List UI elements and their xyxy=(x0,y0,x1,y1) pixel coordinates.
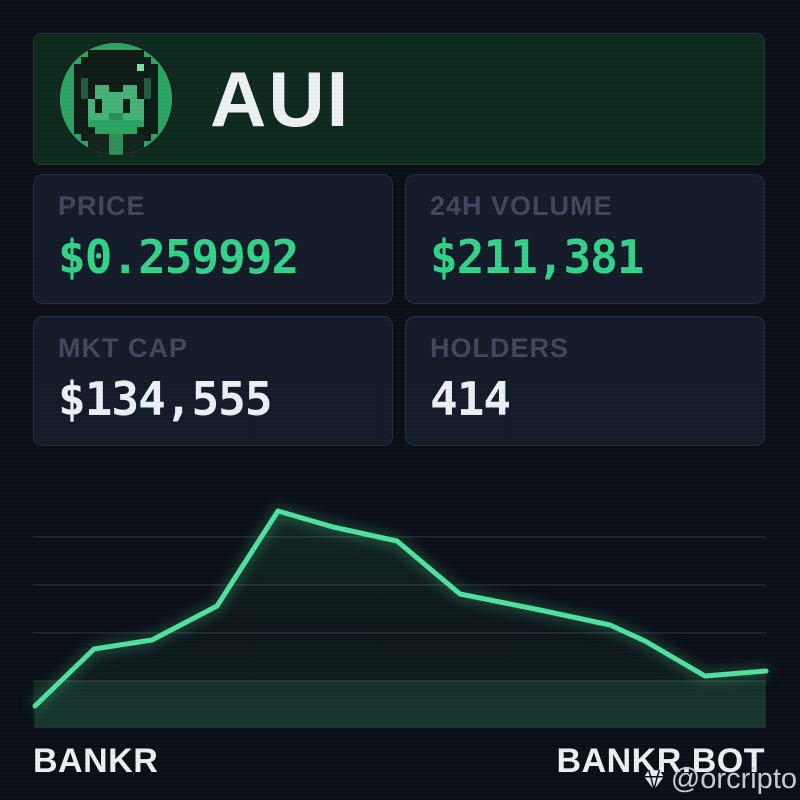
stat-label: HOLDERS xyxy=(430,333,570,363)
stat-value: 414 xyxy=(430,372,511,426)
stat-tile-mktcap: MKT CAP $134,555 xyxy=(33,316,393,446)
stat-tile-price: PRICE $0.259992 xyxy=(33,174,393,304)
watermark: @orcripto xyxy=(641,763,797,796)
token-header: AUI xyxy=(33,33,765,165)
stat-value: $0.259992 xyxy=(58,230,299,284)
stat-label: PRICE xyxy=(58,191,146,221)
token-title: AUI xyxy=(210,55,351,143)
stat-label: 24H VOLUME xyxy=(430,191,613,221)
footer-brand-bankr: BANKR xyxy=(33,742,159,780)
stat-value: $211,381 xyxy=(430,230,645,284)
stat-tile-holders: HOLDERS 414 xyxy=(405,316,765,446)
watermark-handle: @orcripto xyxy=(670,763,797,795)
stat-value: $134,555 xyxy=(58,372,273,426)
token-avatar-icon xyxy=(60,43,172,155)
stat-label: MKT CAP xyxy=(58,333,188,363)
gem-icon xyxy=(644,769,664,790)
stat-tile-volume: 24H VOLUME $211,381 xyxy=(405,174,765,304)
